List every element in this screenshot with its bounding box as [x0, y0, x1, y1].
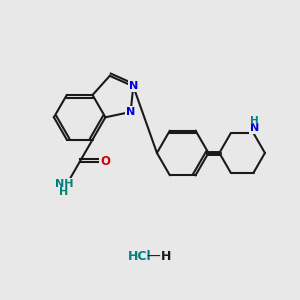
Text: H: H [161, 250, 171, 263]
Text: N: N [250, 123, 259, 133]
Text: HCl: HCl [128, 250, 152, 263]
Text: H: H [59, 187, 68, 197]
Text: H: H [250, 116, 259, 126]
Text: —: — [146, 250, 160, 264]
Text: NH: NH [55, 179, 73, 189]
Text: N: N [126, 107, 135, 117]
Text: N: N [129, 81, 138, 91]
Text: O: O [100, 155, 110, 168]
